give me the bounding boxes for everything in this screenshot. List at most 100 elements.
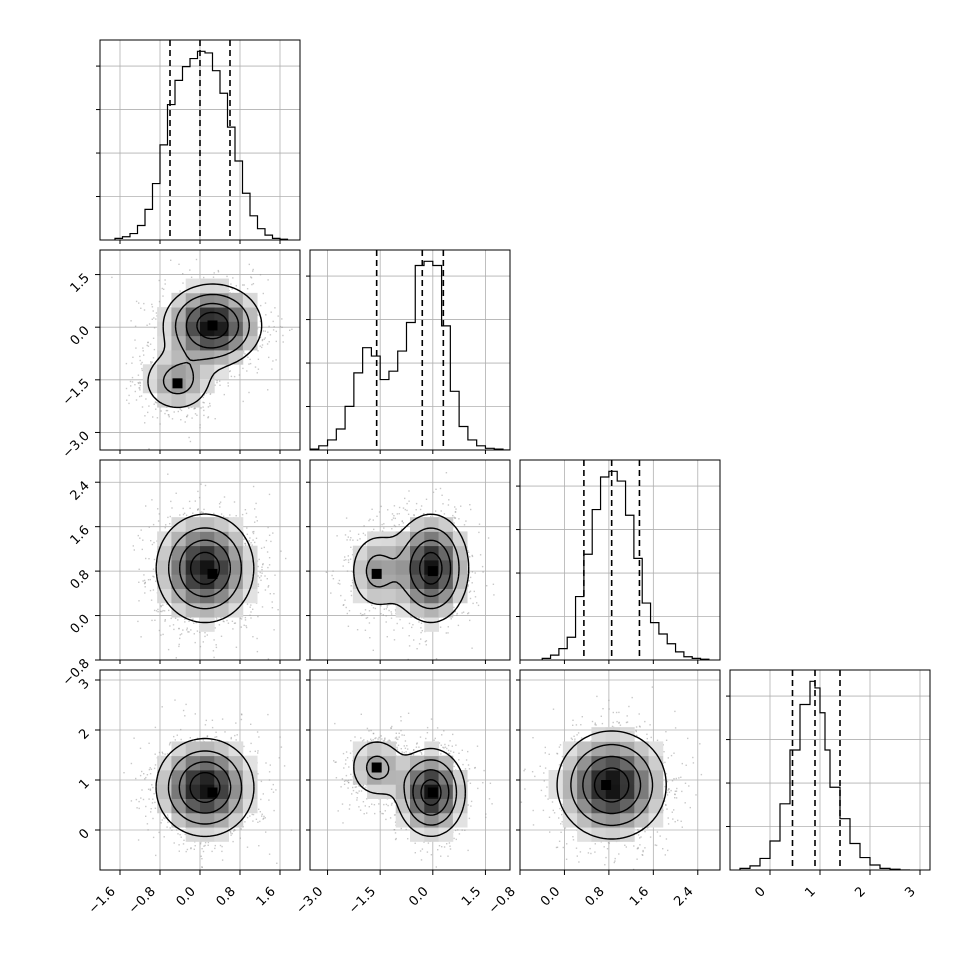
- scatter-point: [254, 366, 257, 368]
- scatter-point: [139, 537, 141, 539]
- scatter-point: [347, 561, 350, 564]
- scatter-point: [348, 610, 351, 612]
- scatter-point: [259, 320, 262, 322]
- density-cell: [157, 574, 172, 589]
- scatter-point: [357, 533, 360, 535]
- scatter-point: [243, 538, 245, 540]
- scatter-point: [277, 315, 279, 317]
- density-cell: [171, 292, 187, 308]
- scatter-point: [206, 634, 208, 636]
- scatter-point: [158, 300, 161, 303]
- scatter-point: [347, 536, 349, 538]
- scatter-point: [259, 571, 261, 574]
- scatter-point: [364, 534, 366, 536]
- scatter-point: [141, 406, 144, 408]
- scatter-point: [209, 393, 212, 395]
- scatter-point: [261, 344, 264, 346]
- scatter-point: [152, 310, 154, 312]
- scatter-point: [351, 554, 354, 556]
- scatter-point: [216, 381, 218, 384]
- scatter-point: [453, 530, 456, 532]
- scatter-point: [368, 622, 371, 624]
- scatter-point: [260, 579, 262, 581]
- scatter-point: [362, 614, 364, 616]
- scatter-point: [157, 508, 159, 510]
- scatter-point: [476, 602, 478, 604]
- scatter-point: [130, 320, 132, 322]
- density-cell: [185, 545, 201, 561]
- scatter-point: [272, 320, 274, 323]
- scatter-point: [160, 634, 162, 636]
- scatter-point: [243, 352, 245, 354]
- scatter-point: [251, 283, 253, 286]
- density-cell: [200, 307, 215, 322]
- contour-level-2: [185, 302, 240, 349]
- scatter-point: [344, 534, 347, 536]
- scatter-point: [188, 620, 190, 622]
- scatter-point: [404, 508, 406, 511]
- scatter-point: [402, 627, 404, 629]
- scatter-point: [257, 615, 259, 618]
- scatter-point: [144, 415, 146, 417]
- scatter-point: [158, 279, 160, 282]
- scatter-point: [249, 537, 251, 539]
- scatter-point: [153, 317, 155, 319]
- scatter-point: [158, 513, 160, 515]
- scatter-point: [203, 276, 205, 279]
- density-cell: [242, 574, 258, 589]
- scatter-point: [148, 558, 150, 560]
- scatter-point: [252, 270, 254, 272]
- scatter-point: [168, 416, 170, 418]
- scatter-point: [186, 415, 188, 418]
- scatter-point: [470, 508, 472, 511]
- scatter-point: [178, 645, 180, 648]
- scatter-point: [147, 341, 149, 344]
- scatter-point: [226, 619, 228, 622]
- scatter-point: [363, 525, 365, 527]
- density-peak-0: [207, 568, 218, 579]
- scatter-point: [199, 424, 201, 426]
- scatter-point: [186, 414, 189, 416]
- density-cell: [157, 392, 172, 408]
- histogram-bars: [739, 680, 910, 870]
- scatter-point: [162, 604, 164, 606]
- density-cell: [228, 531, 244, 547]
- scatter-point: [209, 402, 211, 405]
- scatter-point: [350, 590, 352, 592]
- histogram-panel-2: [516, 459, 721, 661]
- scatter-point: [250, 611, 252, 613]
- scatter-point: [447, 504, 450, 506]
- density-cell: [228, 321, 244, 337]
- scatter-point: [205, 392, 208, 394]
- scatter-point: [346, 539, 348, 541]
- scatter-point: [222, 515, 225, 517]
- scatter-point: [253, 530, 255, 533]
- scatter-point: [199, 645, 202, 648]
- scatter-point: [202, 406, 204, 408]
- scatter-point: [213, 639, 215, 641]
- scatter-point: [151, 543, 154, 546]
- scatter-point: [220, 513, 223, 515]
- scatter-point: [179, 637, 181, 640]
- scatter-point: [257, 565, 259, 568]
- density-cell: [171, 335, 187, 351]
- scatter-point: [146, 324, 148, 326]
- density-cell: [200, 350, 215, 365]
- scatter-point: [153, 609, 156, 612]
- scatter-point: [453, 516, 455, 519]
- scatter-point: [242, 350, 245, 352]
- scatter-point: [471, 554, 473, 557]
- scatter-point: [147, 345, 150, 347]
- scatter-point: [131, 362, 133, 364]
- scatter-point: [472, 602, 474, 605]
- scatter-point: [243, 624, 245, 626]
- scatter-point: [442, 503, 444, 505]
- scatter-point: [453, 522, 455, 524]
- scatter-point: [408, 500, 410, 502]
- scatter-point: [257, 314, 259, 316]
- scatter-point: [267, 586, 269, 588]
- scatter-point: [450, 618, 452, 620]
- scatter-point: [139, 355, 141, 358]
- scatter-point: [371, 604, 373, 606]
- scatter-point: [216, 618, 218, 620]
